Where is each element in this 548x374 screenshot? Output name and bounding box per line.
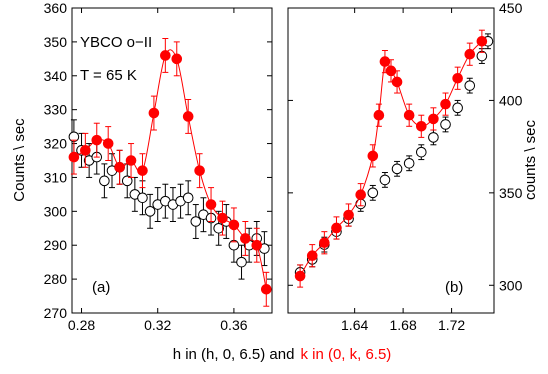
panel-a-series-red-point	[114, 161, 125, 173]
panel-b-series-red-point	[391, 76, 403, 88]
panel-a-series-red-point	[68, 151, 80, 163]
panel-a-annotation-sample: YBCO o−II	[80, 34, 152, 51]
panel-a-ytick-label: 360	[44, 0, 68, 16]
panel-b-series-red-point	[355, 189, 367, 200]
panel-a-annotation-temperature: T = 65 K	[80, 67, 137, 84]
panel-b-ticks: 1.64 1.68 1.72 300 350 400 450	[288, 0, 523, 333]
panel-b-series-red-point	[464, 48, 476, 60]
panel-b-series-red-point	[367, 150, 379, 162]
panel-b-xtick-label: 1.64	[341, 317, 368, 333]
panel-b-series-red-point	[428, 113, 439, 125]
panel-a-series-black-point	[182, 192, 194, 204]
panel-a-xtick-label: 0.32	[144, 317, 171, 333]
panel-a-ytick-label: 330	[44, 102, 68, 118]
panel-b-series-black-point	[379, 174, 391, 186]
panel-a-data	[68, 38, 272, 307]
panel-b-series-red-point	[306, 250, 318, 261]
panel-a-series-black-point	[236, 256, 247, 268]
panel-b-series-red-point	[294, 270, 306, 282]
panel-a-series-black-point	[213, 222, 224, 234]
panel-b: 1.64 1.68 1.72 300 350 400 450 (b) counts \ se…	[287, 0, 539, 333]
panel-a: 0.28 0.32 0.36 270 280 290 300 310 320 330 340 350 3…	[11, 0, 273, 333]
panel-a-ticks: 0.28 0.32 0.36 270 280 290 300 310 320 330 340 350 3…	[44, 0, 272, 333]
panel-b-series-red-point	[319, 237, 330, 249]
panel-a-ytick-label: 340	[44, 68, 68, 84]
panel-a-ytick-label: 300	[44, 203, 68, 219]
panel-a-xtick-label: 0.36	[220, 317, 247, 333]
panel-a-ylabel: Counts \ sec	[11, 118, 28, 202]
panel-b-series-black-point	[415, 146, 427, 158]
panel-b-label: (b)	[445, 279, 463, 296]
panel-a-xtick-label: 0.28	[68, 317, 95, 333]
panel-a-ytick-label: 350	[44, 34, 68, 50]
panel-a-label: (a)	[92, 279, 110, 296]
panel-a-series-red-point	[228, 219, 240, 231]
panel-a-series-red-point	[80, 145, 91, 156]
panel-a-series-red-point	[194, 165, 205, 176]
panel-b-series-black-point	[452, 102, 463, 114]
panel-b-series-red-point	[379, 56, 391, 67]
panel-b-data	[294, 29, 494, 288]
panel-a-series-black-point	[190, 216, 202, 227]
panel-a-series-red-point	[91, 134, 103, 146]
panel-a-ytick-label: 280	[44, 271, 68, 287]
panel-b-series-black-point	[391, 163, 403, 175]
panel-a-ytick-label: 310	[44, 169, 68, 185]
x-axis-title: h in (h, 0, 6.5) and k in (0, k, 6.5)	[173, 346, 392, 363]
x-axis-title-red: k in (0, k, 6.5)	[300, 346, 391, 363]
panel-b-series-red-point	[452, 72, 463, 84]
panel-b-series-red-point	[331, 222, 342, 234]
panel-b-series-black-point	[464, 80, 476, 91]
panel-a-series-red-point	[125, 155, 137, 166]
panel-b-series-black-point	[403, 157, 415, 169]
panel-b-series-red-point	[440, 98, 451, 110]
panel-a-ytick-label: 270	[44, 305, 68, 321]
panel-a-series-red-point	[182, 111, 194, 122]
panel-a-series-black-point	[137, 192, 148, 204]
panel-a-series-red-point	[251, 239, 263, 251]
panel-a-series-red-point	[260, 283, 272, 295]
panel-a-series-red-point	[160, 50, 171, 61]
panel-a-series-red-point	[148, 107, 160, 119]
panel-b-series-black-point	[367, 187, 379, 199]
panel-a-series-black-point	[144, 206, 156, 217]
panel-a-ytick-label: 290	[44, 237, 68, 253]
panel-a-ytick-label: 320	[44, 136, 68, 152]
x-axis-title-black: h in (h, 0, 6.5) and	[173, 346, 295, 363]
panel-b-ytick-label: 350	[499, 185, 523, 201]
panel-a-series-red-point	[217, 212, 228, 224]
panel-b-ytick-label: 400	[499, 92, 523, 108]
panel-b-xtick-label: 1.72	[438, 317, 465, 333]
panel-b-series-black-point	[428, 132, 439, 143]
panel-b-series-red-point	[343, 209, 354, 221]
panel-b-series-black-point	[440, 119, 451, 130]
panel-b-series-red-point	[415, 121, 427, 132]
panel-a-series-black-point	[99, 175, 110, 187]
panel-a-series-black-point	[121, 175, 133, 187]
panel-a-series-red-point	[171, 53, 183, 65]
panel-b-xtick-label: 1.68	[389, 317, 416, 333]
panel-a-series-red-point	[205, 199, 217, 210]
panel-b-ytick-label: 450	[499, 0, 523, 16]
panel-b-frame	[287, 7, 495, 314]
panel-a-series-red-point	[137, 165, 148, 176]
panel-b-series-red-point	[373, 109, 385, 121]
panel-b-ylabel: counts \ sec	[522, 119, 539, 200]
panel-a-series-red-point	[240, 233, 251, 244]
panel-a-series-red-point	[102, 138, 114, 149]
panel-b-series-red-point	[476, 35, 488, 47]
panel-b-series-red-point	[403, 109, 415, 121]
panel-b-ytick-label: 300	[499, 277, 523, 293]
